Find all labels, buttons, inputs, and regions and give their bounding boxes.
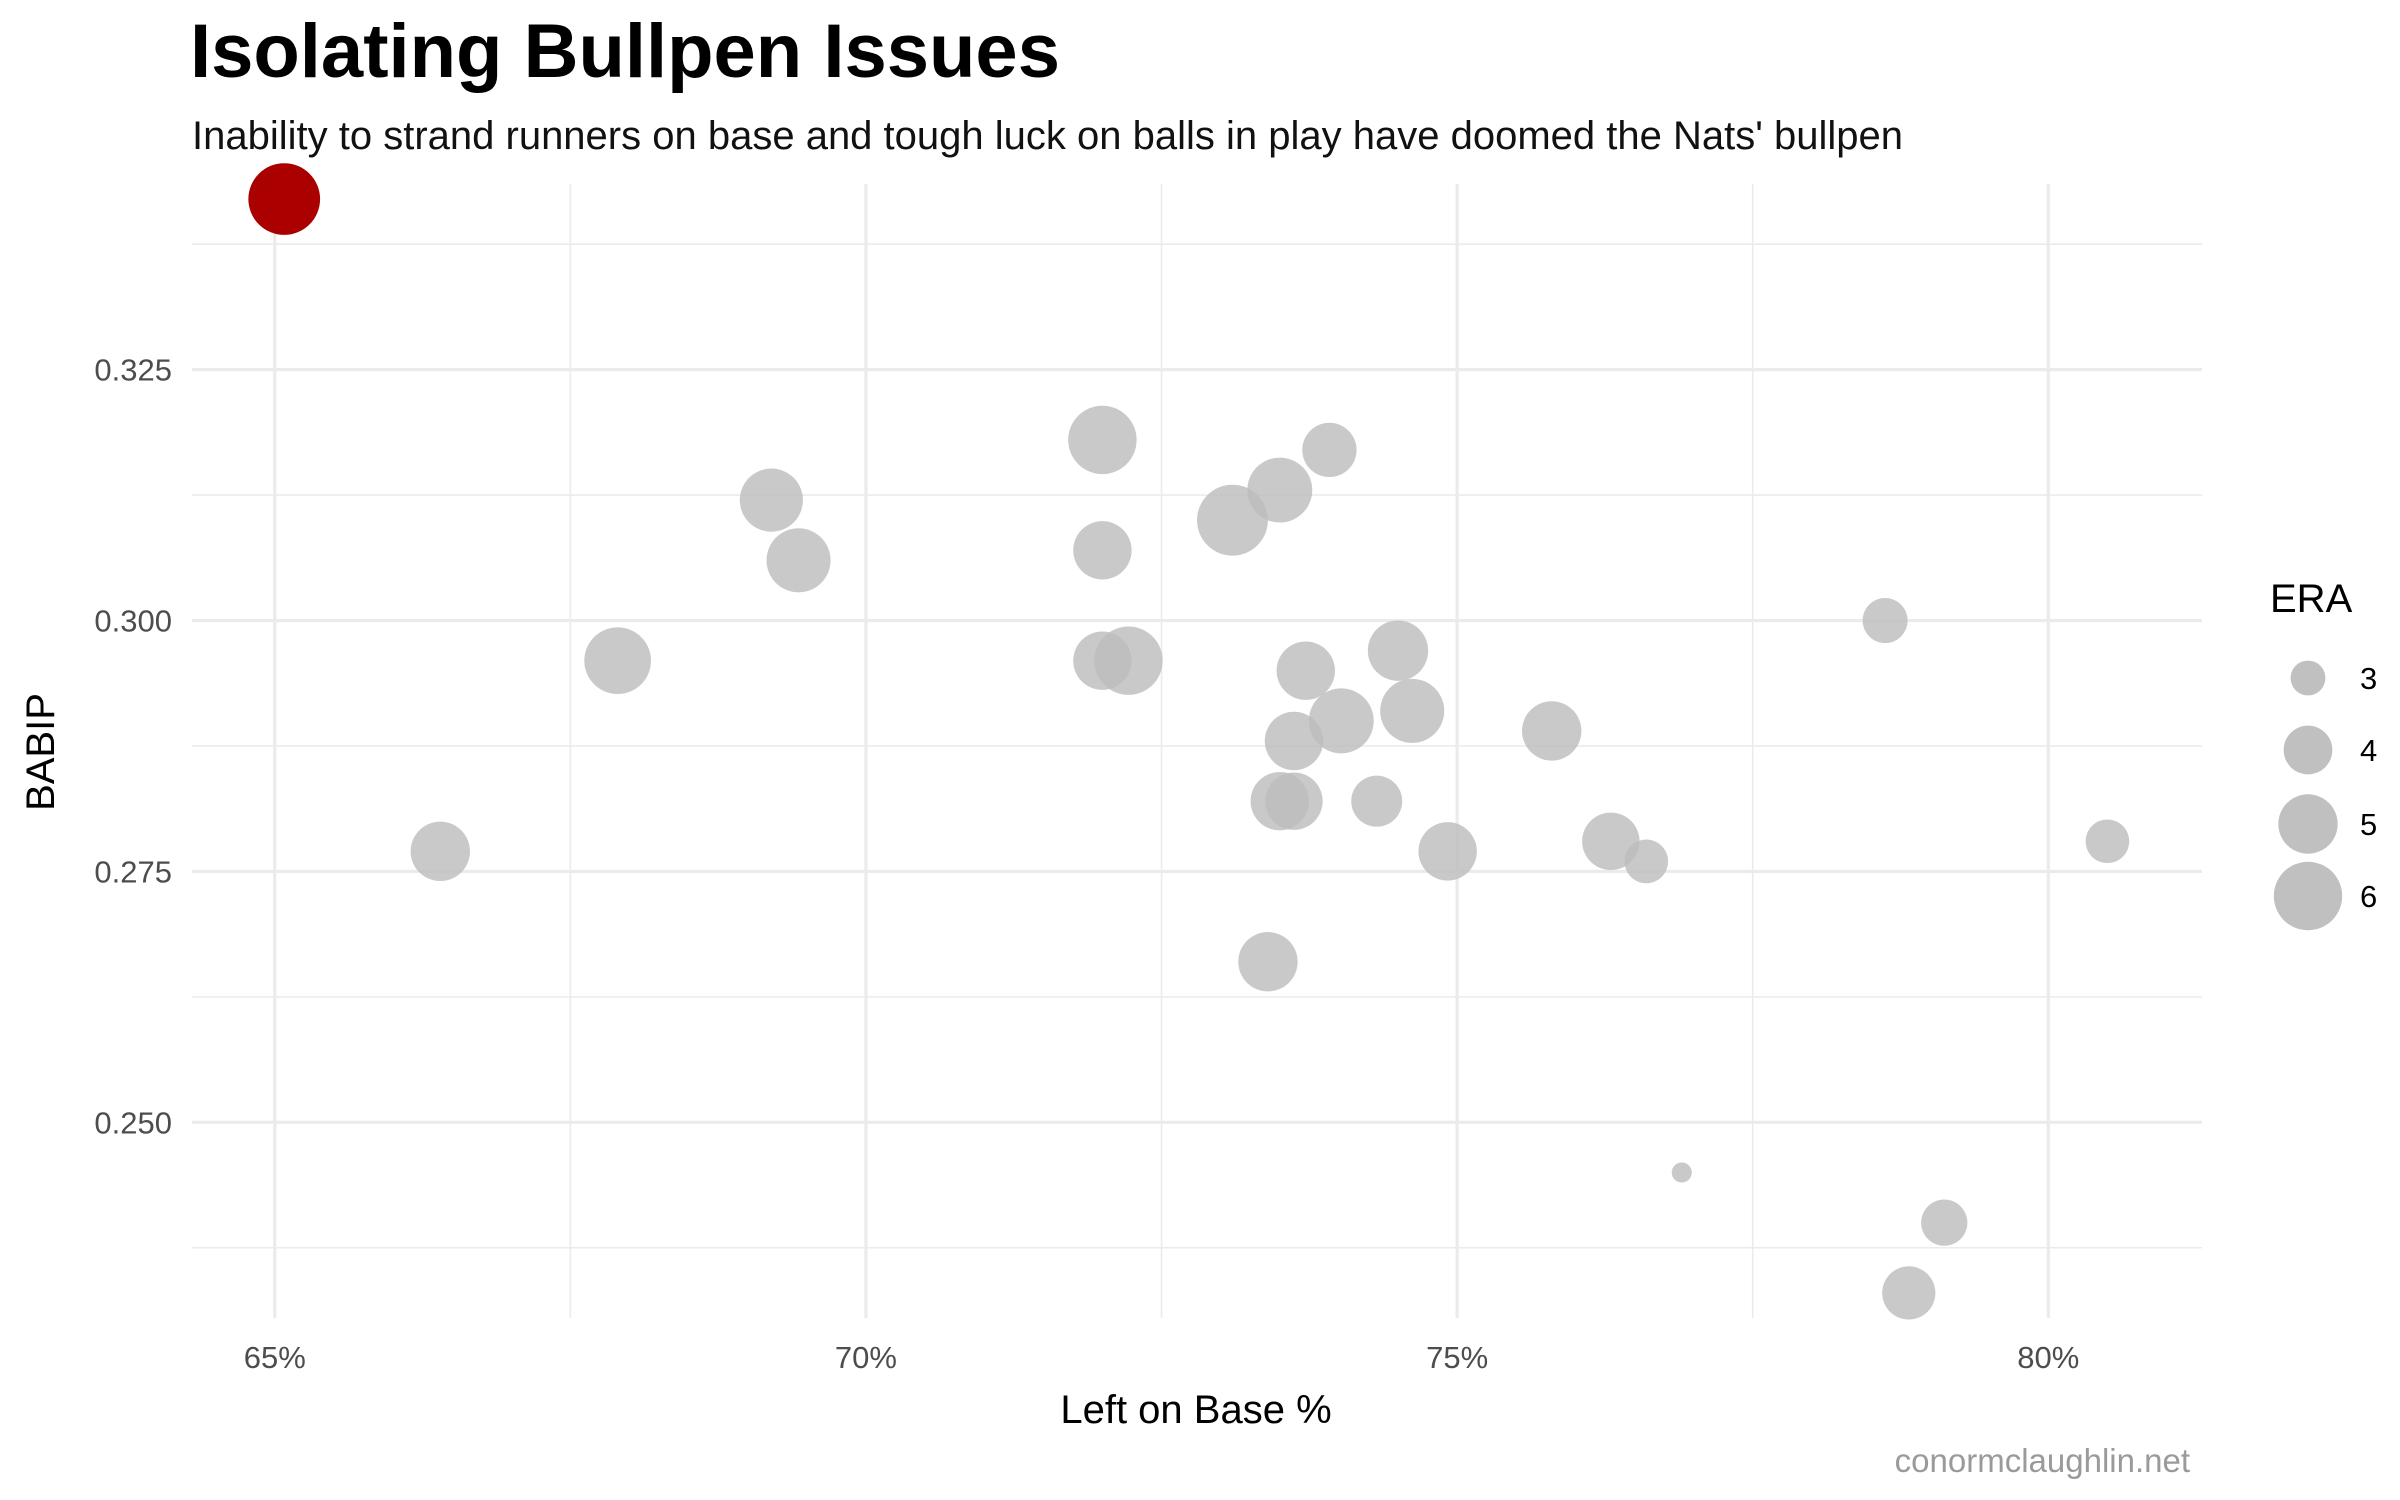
data-point [2085, 819, 2130, 864]
legend-key-circle [2278, 794, 2338, 854]
data-point [1624, 839, 1669, 884]
y-tick-label: 0.325 [94, 353, 172, 388]
data-point [766, 528, 831, 593]
highlighted-point-nationals [248, 163, 321, 235]
data-point [1308, 688, 1374, 754]
legend-key-label: 5 [2360, 807, 2377, 842]
data-point [1582, 812, 1640, 871]
data-point [1238, 932, 1298, 992]
x-axis-title: Left on Base % [1060, 1388, 1331, 1432]
major-gridlines [192, 184, 2202, 1318]
data-point [1418, 822, 1477, 881]
data-points [248, 163, 2130, 1320]
data-point [1264, 711, 1324, 771]
data-point [739, 468, 803, 532]
y-axis-title: BABIP [19, 693, 63, 811]
data-point [1367, 620, 1429, 681]
legend-key-label: 6 [2360, 879, 2377, 914]
chart-title: Isolating Bullpen Issues [190, 9, 1060, 94]
minor-gridlines [192, 184, 2202, 1318]
data-point [1276, 641, 1335, 700]
data-point [1094, 626, 1163, 695]
legend-key-label: 4 [2360, 733, 2377, 768]
x-tick-label: 70% [835, 1340, 897, 1375]
legend-title: ERA [2270, 577, 2353, 621]
source-caption: conormclaughlin.net [1894, 1442, 2190, 1479]
data-point [1302, 422, 1357, 478]
legend-key-circle [2273, 861, 2343, 931]
data-point [1522, 701, 1582, 761]
data-point [1068, 405, 1137, 475]
chart-subtitle: Inability to strand runners on base and … [192, 114, 1903, 158]
data-point [410, 821, 470, 882]
data-point [1351, 775, 1403, 827]
era-legend: ERA 3 4 5 6 [2270, 577, 2377, 931]
data-point [1671, 1162, 1692, 1183]
data-point [1862, 598, 1908, 644]
y-tick-label: 0.250 [94, 1105, 172, 1140]
legend-key-circle [2290, 660, 2326, 696]
x-axis-ticks: 65% 70% 75% 80% [244, 1340, 2080, 1375]
data-point [1247, 457, 1313, 523]
data-point [1380, 678, 1445, 743]
data-point [1265, 772, 1323, 830]
data-point [1073, 521, 1132, 580]
x-tick-label: 65% [244, 1340, 306, 1375]
legend-key-label: 3 [2360, 661, 2377, 696]
y-tick-label: 0.275 [94, 854, 172, 889]
data-point [1882, 1266, 1936, 1320]
y-axis-ticks: 0.250 0.275 0.300 0.325 [94, 353, 172, 1141]
y-tick-label: 0.300 [94, 604, 172, 639]
legend-key-circle [2283, 725, 2333, 775]
x-tick-label: 80% [2017, 1340, 2079, 1375]
x-tick-label: 75% [1426, 1340, 1488, 1375]
data-point [584, 627, 652, 695]
data-point [1921, 1199, 1968, 1246]
